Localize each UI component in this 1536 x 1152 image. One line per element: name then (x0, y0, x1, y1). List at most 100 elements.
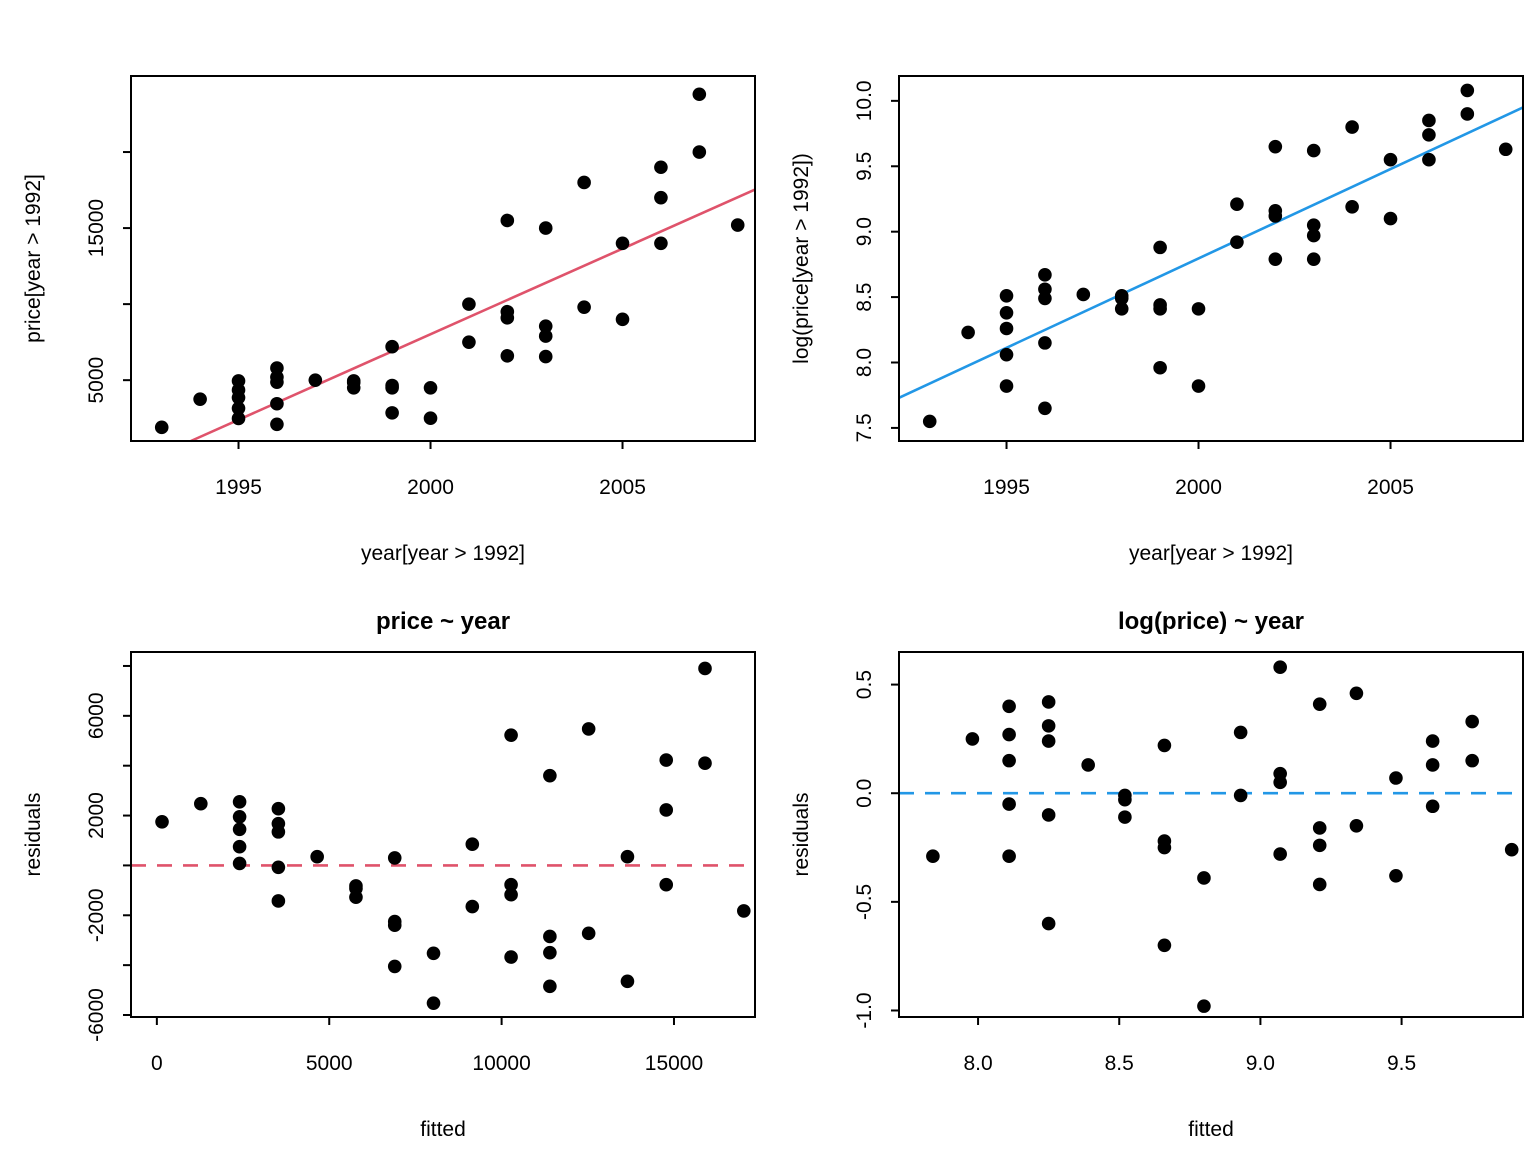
data-point (1383, 211, 1398, 226)
x-axis-tick-label: 2000 (1175, 476, 1222, 499)
data-point (692, 87, 707, 102)
x-axis-tick-label: 8.5 (1105, 1052, 1134, 1075)
residuals-price-model-plot: price ~ year 0 5000 10000 15000 -6000 -2000 200… (22, 608, 756, 1141)
data-point (1306, 228, 1321, 243)
y-axis-tick-label: 0.5 (853, 670, 876, 699)
panel-residuals-price-model: price ~ year 0 5000 10000 15000 -6000 -2000 200… (0, 576, 768, 1152)
regression-line (190, 188, 756, 443)
data-point (698, 661, 712, 676)
data-point (1312, 838, 1327, 853)
data-point (1118, 810, 1132, 824)
regression-line (898, 106, 1524, 400)
log-price-vs-year-plot: 1995 2000 2005 7.5 8.0 8.5 9.0 9.5 10.0 year[year… (790, 75, 1524, 565)
data-point (1038, 401, 1052, 416)
plot-box (898, 651, 1524, 1018)
data-point (577, 300, 591, 314)
y-axis-tick-label: 15000 (85, 199, 108, 257)
y-axis-tick-label: -6000 (85, 988, 108, 1042)
data-point (965, 732, 980, 746)
data-point (1306, 143, 1321, 158)
data-point (999, 305, 1014, 320)
data-point (231, 411, 246, 426)
y-axis-tick-label: 8.0 (853, 348, 876, 377)
data-point (1465, 753, 1479, 768)
data-point (504, 728, 518, 742)
data-point (999, 379, 1014, 393)
data-point (423, 380, 438, 395)
y-axis-tick-label: 2000 (85, 792, 108, 839)
data-point (1425, 734, 1440, 748)
data-point (1268, 209, 1283, 223)
data-point (654, 236, 668, 251)
data-point (1268, 252, 1283, 266)
data-point (1504, 842, 1519, 857)
data-point (654, 160, 668, 175)
data-point (1157, 738, 1172, 753)
data-point (922, 414, 937, 429)
data-point (385, 380, 399, 395)
panel-price-vs-year: 1995 2000 2005 5000 15000 year[year > 1992] pr… (0, 0, 768, 576)
data-point (543, 929, 557, 944)
data-point (620, 974, 635, 989)
data-point (1230, 235, 1244, 249)
data-point (1422, 128, 1436, 142)
data-point (308, 373, 323, 387)
panel-title: price ~ year (376, 608, 510, 635)
data-point (538, 221, 553, 235)
panel-log-price-vs-year: 1995 2000 2005 7.5 8.0 8.5 9.0 9.5 10.0 year[year… (768, 0, 1536, 576)
plot-box (898, 75, 1524, 442)
data-point (1345, 200, 1359, 214)
data-point (1197, 999, 1211, 1013)
data-point (581, 926, 596, 941)
y-axis-tick-label: 6000 (85, 692, 108, 739)
x-axis-label: year[year > 1992] (361, 542, 525, 565)
data-point (659, 803, 674, 817)
data-point (1002, 849, 1016, 864)
data-point (1312, 877, 1327, 892)
data-point (232, 856, 247, 871)
x-axis-tick-label: 1995 (983, 476, 1030, 499)
plot-box (130, 75, 756, 442)
y-axis-tick-label: 5000 (85, 357, 108, 404)
data-point (387, 851, 402, 865)
data-point (1233, 725, 1248, 740)
x-axis-tick-label: 5000 (306, 1052, 353, 1075)
data-point (270, 375, 284, 389)
data-point (426, 996, 441, 1010)
data-point (194, 796, 208, 811)
data-point (1389, 771, 1403, 785)
data-point (926, 849, 940, 864)
data-point (1041, 808, 1056, 822)
data-point (1383, 152, 1398, 167)
data-point (1002, 753, 1016, 768)
data-point (1345, 120, 1359, 134)
data-point (271, 894, 286, 908)
data-point (1114, 291, 1129, 306)
data-point (1153, 240, 1167, 255)
data-point (504, 877, 518, 892)
data-point (504, 887, 518, 902)
data-point (543, 945, 557, 960)
data-point (465, 899, 480, 914)
y-axis-label: residuals (22, 792, 45, 876)
data-point (1349, 819, 1364, 833)
x-axis-tick-label: 9.5 (1387, 1052, 1416, 1075)
data-point (1389, 868, 1403, 883)
y-axis-tick-label: 7.5 (853, 413, 876, 442)
data-point (1191, 302, 1206, 316)
data-point (271, 801, 286, 816)
data-point (615, 236, 630, 251)
data-point (1041, 719, 1056, 733)
residuals-log-price-model-plot: log(price) ~ year 8.0 8.5 9.0 9.5 -1.0 -0.5 0.0… (790, 608, 1524, 1141)
data-point (1118, 792, 1132, 807)
y-axis-tick-label: -0.5 (853, 884, 876, 920)
x-axis-tick-label: 8.0 (963, 1052, 992, 1075)
data-point (961, 325, 975, 340)
data-point (500, 311, 515, 325)
data-point (387, 918, 402, 933)
data-point (538, 329, 553, 343)
data-point (1002, 699, 1016, 714)
data-point (538, 349, 553, 364)
data-point (1197, 871, 1211, 885)
data-point (155, 814, 169, 829)
